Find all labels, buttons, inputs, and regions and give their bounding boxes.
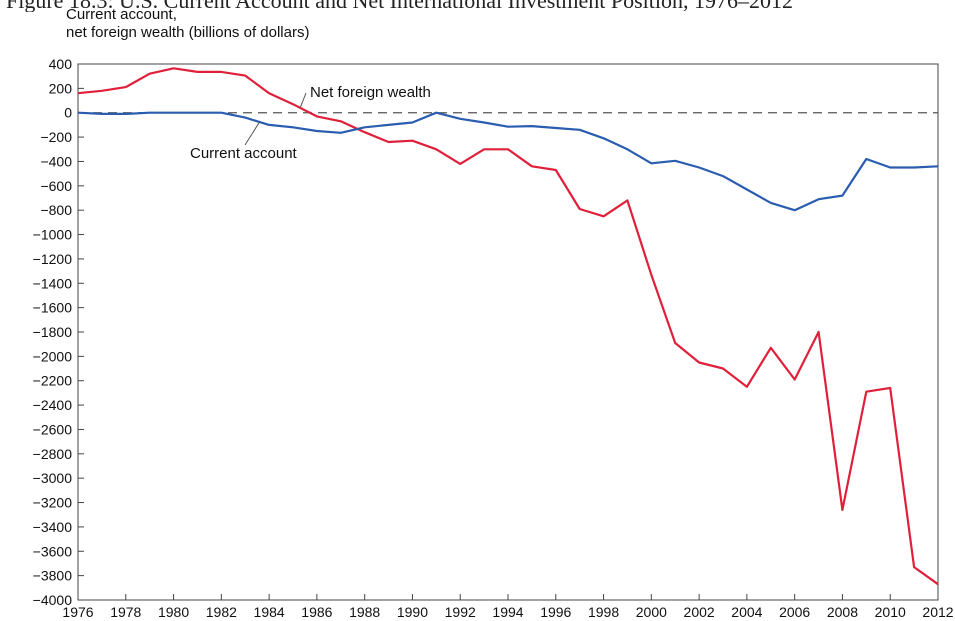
- y-tick-label: −600: [40, 178, 72, 194]
- y-tick-label: −2600: [33, 421, 73, 437]
- y-tick-label: −1400: [33, 275, 73, 291]
- x-tick-label: 2010: [875, 604, 906, 620]
- series-line-current-account: [77, 111, 939, 212]
- x-axis: 1976 1978 1980 1982 1984 1986 1988 1990 1992 1994…: [62, 594, 954, 620]
- x-tick-label: 1988: [349, 604, 380, 620]
- series-line-net-foreign-wealth: [77, 67, 939, 586]
- y-tick-label: −800: [40, 202, 72, 218]
- y-axis-title-line-2: net foreign wealth (billions of dollars): [66, 24, 310, 41]
- y-tick-label: 200: [49, 80, 73, 96]
- x-tick-label: 1994: [492, 604, 523, 620]
- x-tick-label: 1996: [540, 604, 571, 620]
- x-tick-label: 2004: [731, 604, 762, 620]
- figure-caption-text: Figure 18.3: U.S. Current Account and Ne…: [6, 0, 793, 12]
- y-tick-label: −2200: [33, 373, 73, 389]
- y-tick-label: 0: [64, 105, 72, 121]
- y-tick-label: −1600: [33, 300, 73, 316]
- y-tick-label: −1000: [33, 227, 73, 243]
- y-tick-label: −200: [40, 129, 72, 145]
- x-tick-label: 2008: [827, 604, 858, 620]
- y-tick-label: −4000: [33, 592, 73, 608]
- x-tick-label: 1978: [110, 604, 141, 620]
- y-tick-label: −2400: [33, 397, 73, 413]
- y-axis: 400 200 0 −200 −400 −600 −800 −1000 −1200 −1400 −1…: [33, 56, 84, 608]
- annotation-current-account: Current account: [190, 145, 298, 162]
- y-tick-label: −400: [40, 153, 72, 169]
- figure-caption-cut: Figure 18.3: U.S. Current Account and Ne…: [0, 0, 955, 12]
- x-tick-label: 1984: [254, 604, 285, 620]
- annotation-leader-net-foreign-wealth: [299, 92, 307, 109]
- x-tick-label: 2000: [636, 604, 667, 620]
- x-tick-label: 1982: [206, 604, 237, 620]
- y-tick-label: −3600: [33, 543, 73, 559]
- series-lines: [77, 67, 939, 586]
- x-tick-label: 1992: [445, 604, 476, 620]
- y-tick-label: −2800: [33, 446, 73, 462]
- x-tick-label: 1980: [158, 604, 189, 620]
- x-tick-label: 1976: [62, 604, 93, 620]
- x-tick-label: 2012: [922, 604, 953, 620]
- y-tick-label: −3400: [33, 519, 73, 535]
- annotation-leader-current-account: [244, 121, 260, 146]
- y-tick-label: −3200: [33, 495, 73, 511]
- y-tick-label: −3800: [33, 568, 73, 584]
- x-tick-label: 2006: [779, 604, 810, 620]
- x-tick-label: 1986: [301, 604, 332, 620]
- x-tick-label: 1990: [397, 604, 428, 620]
- annotations: Net foreign wealth Current account: [190, 84, 431, 162]
- y-axis-title: Current account, net foreign wealth (bil…: [66, 6, 309, 42]
- y-tick-label: −3000: [33, 470, 73, 486]
- y-tick-label: −1800: [33, 324, 73, 340]
- y-axis-title-line-1: Current account,: [66, 6, 177, 23]
- y-tick-label: −1200: [33, 251, 73, 267]
- x-tick-label: 2002: [684, 604, 715, 620]
- annotation-net-foreign-wealth: Net foreign wealth: [310, 84, 431, 101]
- y-tick-label: −2000: [33, 348, 73, 364]
- x-tick-label: 1998: [588, 604, 619, 620]
- y-tick-label: 400: [49, 56, 73, 72]
